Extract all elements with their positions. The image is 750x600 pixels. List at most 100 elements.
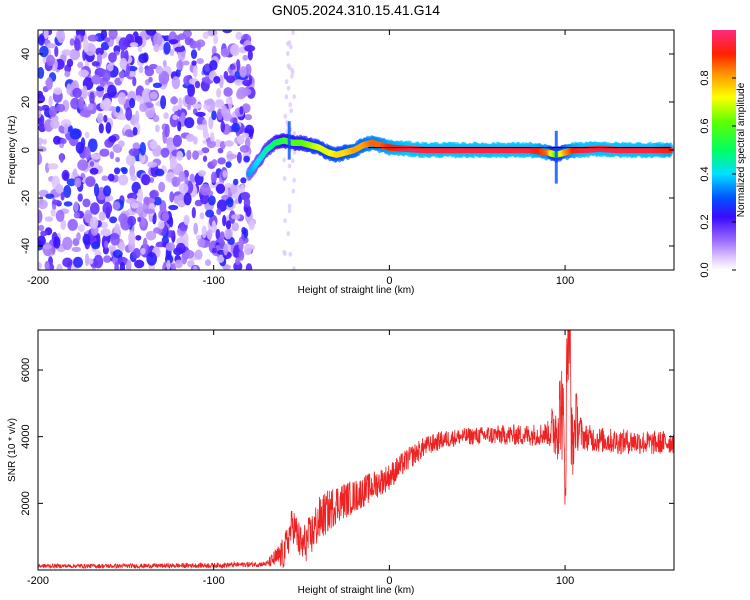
noise-blob: [182, 60, 190, 66]
noise-blob: [38, 151, 42, 165]
noise-blob: [154, 168, 165, 176]
noise-blob: [176, 60, 184, 71]
noise-blob: [230, 184, 238, 194]
noise-blob: [162, 60, 167, 68]
noise-blob: [83, 38, 89, 53]
noise-blob: [178, 97, 183, 111]
noise-blob: [169, 216, 174, 228]
noise-blob: [204, 259, 212, 266]
noise-blob: [231, 122, 240, 133]
noise-blob: [82, 233, 91, 246]
noise-blob: [104, 196, 111, 204]
noise-blob: [172, 114, 178, 121]
noise-blob: [118, 241, 126, 252]
noise-blob: [38, 67, 45, 79]
noise-blob: [240, 177, 247, 184]
snr-y-ticks: 2000 4000 6000: [20, 358, 674, 516]
colorbar-gradient: [712, 30, 736, 270]
noise-blob: [244, 114, 252, 121]
noise-blob: [201, 147, 210, 154]
colorbar-ticks: 0.0 0.2 0.4 0.6 0.8: [699, 70, 736, 278]
noise-blob: [149, 140, 158, 150]
noise-blob: [93, 254, 104, 269]
noise-blob: [213, 35, 219, 45]
noise-blob: [282, 176, 287, 181]
noise-blob: [126, 63, 131, 77]
noise-blob: [48, 105, 58, 118]
noise-blob: [149, 91, 158, 100]
noise-blob: [102, 201, 113, 216]
noise-blob: [44, 260, 50, 270]
noise-blob: [199, 183, 211, 196]
noise-blob: [146, 252, 157, 266]
noise-blob: [174, 259, 183, 269]
noise-blob: [174, 46, 185, 53]
noise-blob: [215, 183, 226, 194]
noise-blob: [55, 183, 64, 194]
colorbar-tick-label: 0.0: [699, 262, 711, 277]
spectrogram-y-tick-label: 20: [20, 96, 32, 108]
noise-blob: [286, 231, 291, 237]
spectrogram-y-tick-label: -20: [20, 190, 32, 206]
noise-blob: [230, 44, 240, 57]
noise-blob: [210, 171, 217, 184]
noise-blob: [185, 133, 195, 142]
noise-blob: [236, 135, 245, 144]
spectrogram-x-tick-label: 100: [556, 275, 574, 287]
noise-blob: [53, 236, 61, 249]
noise-blob: [208, 116, 214, 130]
noise-blob: [197, 41, 201, 51]
noise-blob: [69, 48, 81, 61]
noise-blob: [61, 169, 70, 181]
noise-blob: [134, 110, 140, 124]
noise-blob: [66, 83, 72, 95]
noise-blob: [194, 249, 203, 260]
noise-blob: [115, 106, 121, 113]
noise-blob: [67, 218, 78, 231]
noise-blob: [177, 200, 184, 207]
noise-blob: [108, 245, 117, 252]
noise-blob: [56, 263, 63, 270]
noise-blob: [222, 30, 232, 34]
noise-blob: [107, 173, 115, 182]
noise-blob: [46, 54, 55, 66]
noise-blob: [144, 102, 154, 109]
noise-blob: [38, 224, 45, 231]
noise-blob: [240, 87, 252, 96]
noise-blob: [248, 220, 255, 231]
noise-blob: [217, 157, 226, 165]
noise-blob: [108, 135, 117, 143]
noise-blob: [153, 43, 160, 53]
noise-blob: [96, 86, 105, 92]
noise-blob: [201, 225, 207, 239]
noise-blob: [60, 191, 65, 201]
noise-blob: [190, 49, 198, 60]
noise-blob: [149, 177, 155, 183]
noise-blob: [153, 196, 162, 206]
noise-blob: [127, 215, 137, 226]
noise-blob: [186, 149, 192, 161]
noise-blob: [125, 107, 133, 121]
noise-blob: [238, 238, 244, 251]
noise-blob: [286, 41, 290, 47]
noise-blob: [38, 106, 44, 112]
noise-blob: [234, 71, 240, 79]
noise-blob: [88, 103, 94, 111]
noise-blob: [98, 211, 106, 221]
noise-blob: [112, 201, 121, 211]
noise-blob: [61, 49, 72, 56]
noise-blob: [63, 122, 69, 135]
noise-blob: [132, 248, 141, 259]
noise-blob: [82, 198, 91, 208]
noise-blob: [136, 95, 142, 102]
noise-blob: [170, 96, 179, 105]
noise-blob: [184, 249, 195, 259]
noise-blob: [129, 97, 136, 109]
spectrogram-x-label: Height of straight line (km): [298, 285, 415, 296]
noise-blob: [118, 213, 128, 224]
noise-blob: [289, 44, 293, 50]
noise-blob: [138, 53, 148, 64]
noise-blob: [130, 175, 137, 182]
